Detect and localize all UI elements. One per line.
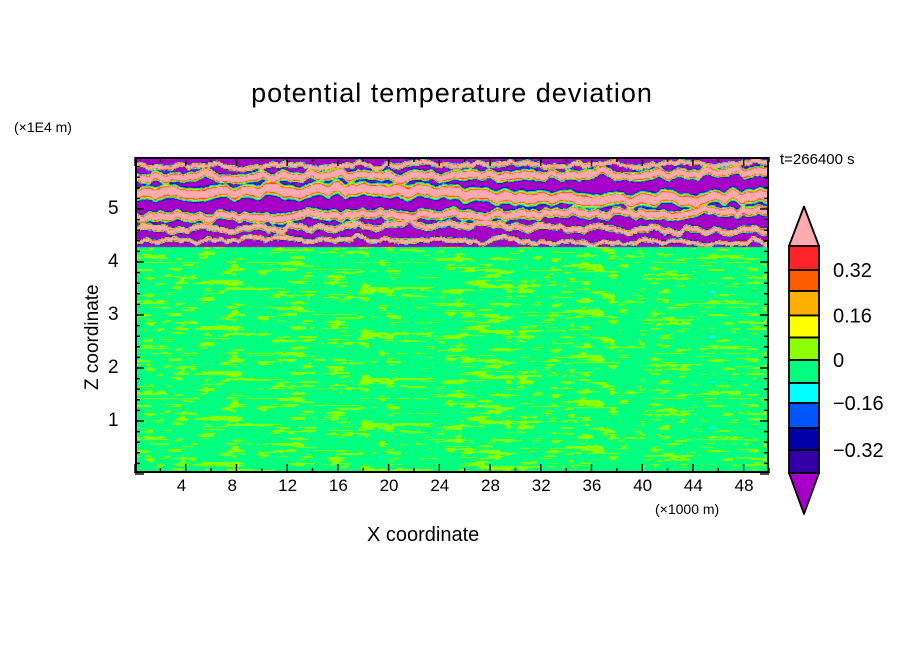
- svg-text:−0.32: −0.32: [833, 440, 884, 462]
- svg-text:0.32: 0.32: [833, 260, 872, 282]
- svg-text:0: 0: [833, 350, 844, 372]
- svg-text:0.16: 0.16: [833, 306, 872, 328]
- svg-text:−0.16: −0.16: [833, 393, 884, 415]
